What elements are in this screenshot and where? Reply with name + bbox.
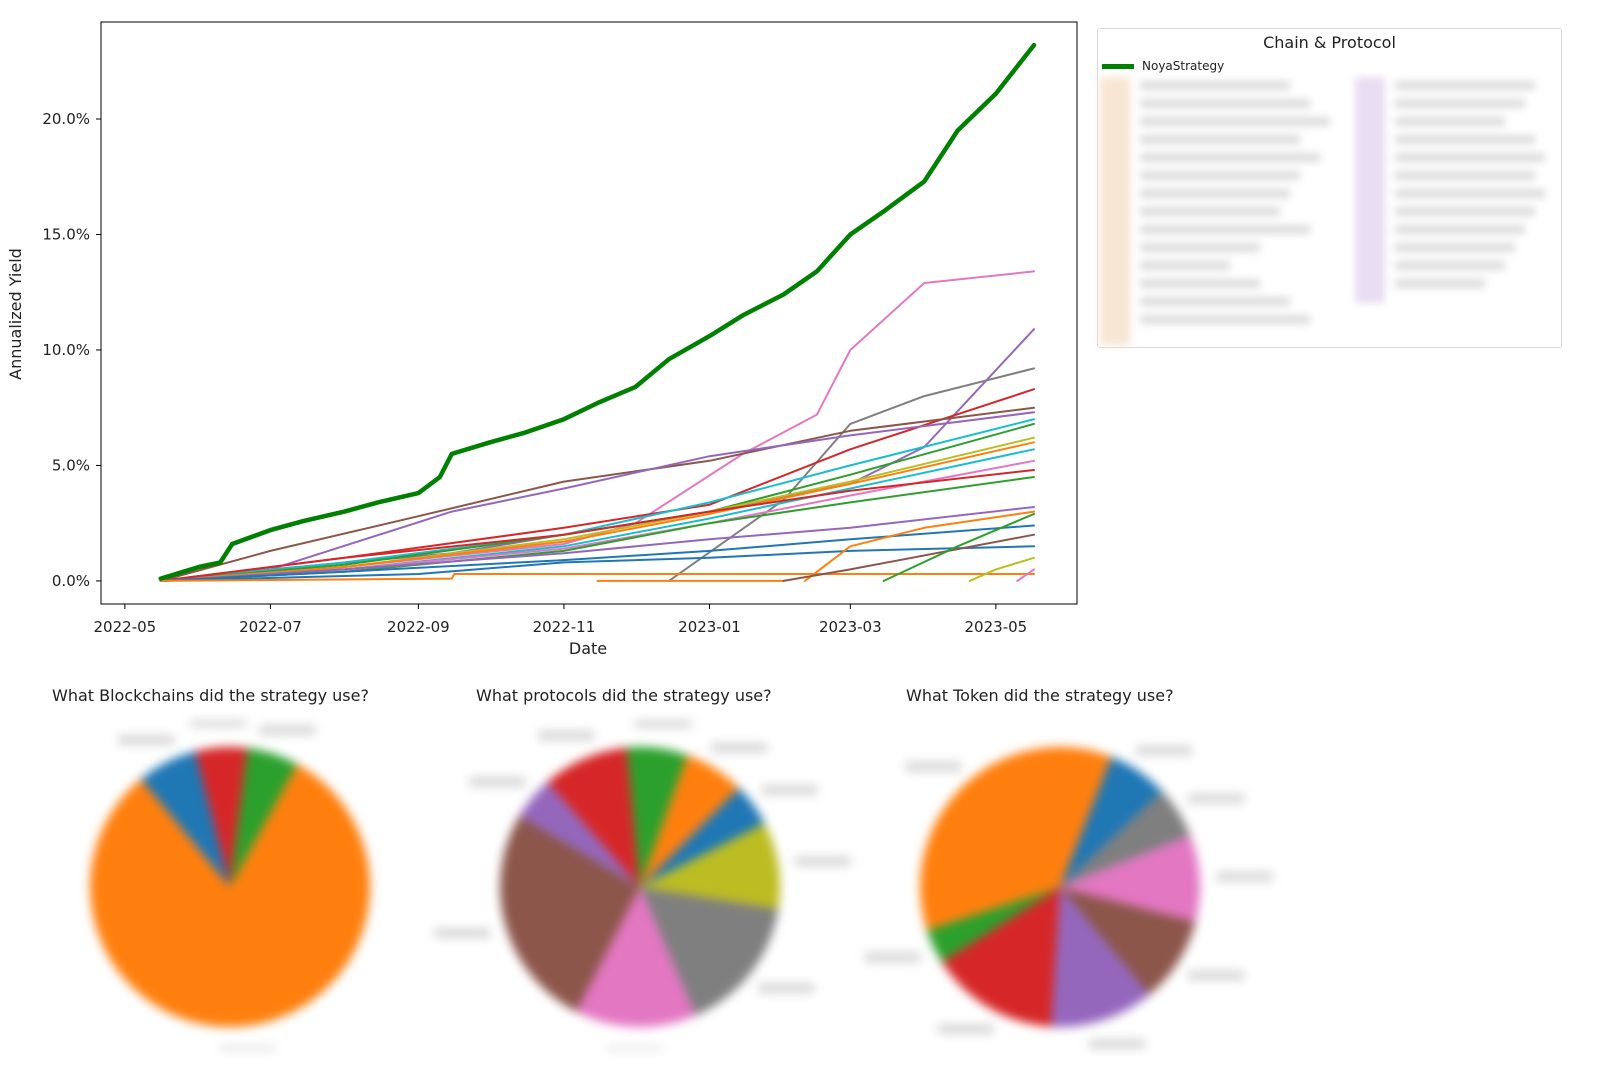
pie-slice-label-redacted xyxy=(469,776,526,787)
pie-slice-label-redacted xyxy=(635,720,692,729)
x-tick-label: 2022-05 xyxy=(94,618,157,636)
x-tick-label: 2023-03 xyxy=(819,618,882,636)
series-line-18 xyxy=(159,573,1035,582)
y-tick-label: 0.0% xyxy=(52,572,90,590)
series-lines xyxy=(158,42,1037,582)
chart-legend: Chain & Protocol NoyaStrategy xyxy=(1097,28,1562,348)
pie-slice-label-redacted xyxy=(606,1046,663,1050)
pie-slice xyxy=(499,815,640,1012)
pie-slice xyxy=(230,748,298,887)
pie-slice xyxy=(1060,756,1163,887)
pie-title-blockchains: What Blockchains did the strategy use? xyxy=(52,686,369,705)
x-axis-ticks: 2022-05 2022-07 2022-09 2022-11 2023-01 2023-… xyxy=(94,604,1028,636)
y-axis-label: Annualized Yield xyxy=(6,248,25,380)
pie-title-tokens: What Token did the strategy use? xyxy=(906,686,1174,705)
pie-title-protocols: What protocols did the strategy use? xyxy=(476,686,772,705)
series-line-21 xyxy=(782,533,1035,582)
legend-swatch xyxy=(1102,63,1134,69)
pie-slice xyxy=(920,746,1112,931)
pie-chart-tokens xyxy=(864,745,1273,1049)
x-axis-label: Date xyxy=(569,639,607,658)
x-tick-label: 2022-11 xyxy=(533,618,596,636)
pie-chart-blockchains xyxy=(89,720,370,1050)
pie-slice-label-redacted xyxy=(219,1046,276,1050)
x-tick-label: 2022-09 xyxy=(387,618,450,636)
y-tick-label: 15.0% xyxy=(42,225,90,243)
pie-slice-label-redacted xyxy=(905,761,962,772)
pie-chart-protocols xyxy=(434,720,851,1050)
pie-slice-label-redacted xyxy=(864,952,921,963)
series-line-13 xyxy=(159,469,1035,582)
pie-slice xyxy=(640,887,779,1016)
pie-slice-label-redacted xyxy=(758,983,815,994)
pie-slice-label-redacted xyxy=(259,725,316,736)
pie-slice xyxy=(626,746,688,887)
pie-slice xyxy=(1060,791,1191,887)
legend-redacted-entries xyxy=(1100,77,1545,345)
x-tick-label: 2023-01 xyxy=(678,618,741,636)
pie-slice xyxy=(1060,887,1196,995)
series-line-5 xyxy=(159,406,1035,582)
y-axis-ticks: 0.0% 5.0% 10.0% 15.0% 20.0% xyxy=(42,110,101,590)
series-line-6 xyxy=(159,411,1035,582)
pie-slice xyxy=(941,887,1060,1027)
yield-line-chart: 2022-05 2022-07 2022-09 2022-11 2023-01 2023-… xyxy=(6,21,1078,658)
series-line-20 xyxy=(804,510,1035,582)
pie-slice xyxy=(140,751,230,887)
series-line-3 xyxy=(667,367,1035,582)
series-line-15 xyxy=(159,506,1035,582)
legend-title: Chain & Protocol xyxy=(1263,33,1396,52)
pie-slice xyxy=(926,887,1060,962)
pie-slice xyxy=(640,823,781,909)
pie-slice xyxy=(1060,835,1201,922)
x-tick-label: 2022-07 xyxy=(239,618,302,636)
pie-slice xyxy=(519,782,640,887)
series-line-22 xyxy=(882,512,1035,582)
pie-slice-label-redacted xyxy=(711,742,768,753)
pie-slice xyxy=(1051,887,1150,1027)
pie-slice xyxy=(640,755,739,887)
series-line-16 xyxy=(159,524,1035,582)
pie-slice-label-redacted xyxy=(434,928,491,938)
plot-frame xyxy=(100,21,1078,605)
legend-entry-noyastrategy: NoyaStrategy xyxy=(1102,59,1224,73)
x-tick-label: 2023-05 xyxy=(965,618,1028,636)
pie-slice-label-redacted xyxy=(538,730,595,741)
legend-label: NoyaStrategy xyxy=(1142,59,1225,73)
pie-slice xyxy=(576,887,696,1027)
series-line-7 xyxy=(159,418,1035,582)
series-line-17 xyxy=(159,545,1035,582)
pie-slice xyxy=(547,747,640,887)
series-line-10 xyxy=(159,441,1035,582)
pie-slice-label-redacted xyxy=(937,1024,994,1034)
pie-slice-label-redacted xyxy=(794,856,851,867)
pie-slice-label-redacted xyxy=(118,735,174,745)
y-tick-label: 10.0% xyxy=(42,341,90,359)
pie-slice xyxy=(195,747,248,887)
pie-slice-label-redacted xyxy=(190,720,247,728)
pie-slice-label-redacted xyxy=(1188,793,1245,804)
series-line-noyastrategy xyxy=(158,42,1037,581)
series-line-24 xyxy=(1016,568,1035,582)
pie-slice xyxy=(89,764,370,1028)
pie-slice xyxy=(640,788,765,887)
pie-slice-label-redacted xyxy=(1216,871,1273,882)
pie-slice-label-redacted xyxy=(761,785,818,795)
pie-slice-label-redacted xyxy=(1136,745,1192,756)
series-line-23 xyxy=(968,556,1035,582)
pie-slice-label-redacted xyxy=(1089,1038,1146,1049)
y-tick-label: 20.0% xyxy=(42,110,90,128)
y-tick-label: 5.0% xyxy=(52,456,90,474)
pie-slice-label-redacted xyxy=(1188,970,1245,981)
